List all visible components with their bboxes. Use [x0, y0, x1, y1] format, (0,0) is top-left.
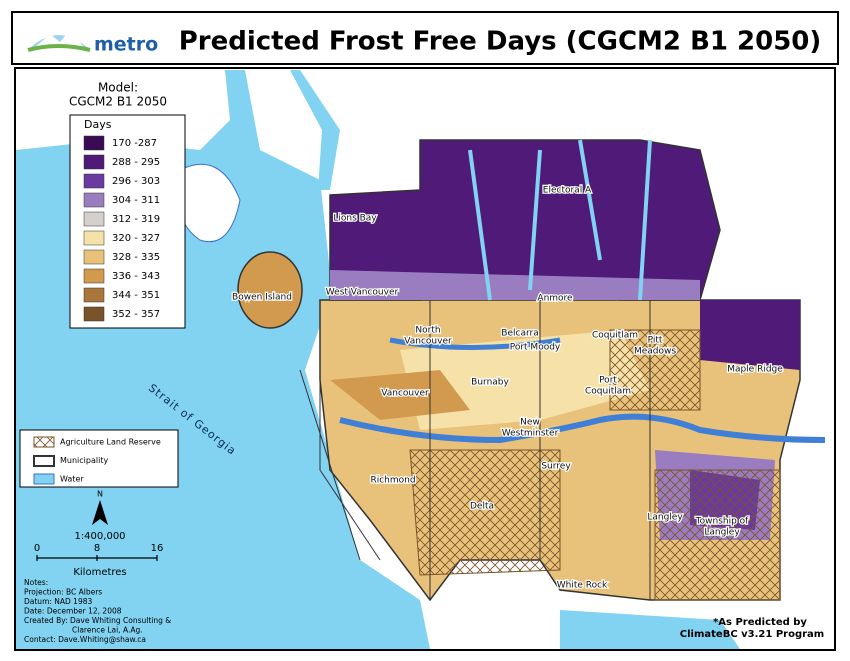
layer-legend-label: Municipality: [60, 456, 108, 465]
north-label: N: [97, 490, 103, 499]
scale-tick-label: 0: [34, 543, 40, 554]
place-label: Port: [599, 376, 617, 386]
scale-tick-label: 8: [94, 543, 100, 554]
legend-label: 336 - 343: [112, 271, 160, 282]
place-label: Langley: [647, 513, 683, 523]
place-label: Vancouver: [381, 389, 429, 399]
legend-swatch: [83, 306, 105, 322]
legend-swatch: [83, 135, 105, 151]
note-line: Clarence Lai, A.Ag.: [72, 626, 143, 635]
legend-label: 304 - 311: [112, 195, 160, 206]
place-label: Westminster: [502, 429, 559, 439]
legend-swatch: [83, 249, 105, 265]
legend-model: CGCM2 B1 2050: [69, 95, 167, 109]
layer-legend-label: Water: [60, 475, 84, 484]
legend-label: 312 - 319: [112, 214, 160, 225]
municipality-swatch: [33, 455, 55, 467]
scale-unit: Kilometres: [73, 567, 126, 578]
note-line: Notes:: [24, 578, 48, 587]
place-label: Electoral A: [543, 186, 592, 196]
legend-swatch: [83, 173, 105, 189]
place-label: Pitt: [648, 336, 663, 346]
place-label: Coquitlam: [592, 331, 638, 341]
legend-label: 328 - 335: [112, 252, 160, 263]
note-line: Created By: Dave Whiting Consulting &: [24, 616, 171, 625]
place-label: Maple Ridge: [727, 365, 783, 375]
place-label: Township of: [695, 517, 750, 527]
legend-days-title: Days: [84, 118, 112, 131]
water-swatch: [33, 473, 55, 485]
place-label: Anmore: [537, 294, 573, 304]
legend-label: 288 - 295: [112, 157, 160, 168]
place-label: Delta: [470, 502, 494, 512]
credit-line: ClimateBC v3.21 Program: [680, 629, 824, 640]
legend-label: 296 - 303: [112, 176, 160, 187]
alr-swatch: [33, 436, 55, 448]
note-line: Contact: Dave.Whiting@shaw.ca: [24, 635, 146, 644]
legend-label: 320 - 327: [112, 233, 160, 244]
credit-line: *As Predicted by: [713, 617, 807, 628]
place-label: Langley: [704, 528, 740, 538]
place-label: Surrey: [541, 462, 571, 472]
place-label: Port Moody: [510, 343, 561, 353]
legend-swatch: [83, 154, 105, 170]
place-label: Vancouver: [404, 337, 452, 347]
place-label: Coquitlam: [585, 387, 631, 397]
legend-label: 352 - 357: [112, 309, 160, 320]
legend-label: 344 - 351: [112, 290, 160, 301]
place-label: North: [415, 326, 440, 336]
legend-swatch: [83, 268, 105, 284]
note-line: Date: December 12, 2008: [24, 607, 122, 616]
scale-tick-label: 16: [151, 543, 164, 554]
scale-bar: [36, 555, 158, 561]
place-label: Meadows: [634, 347, 676, 357]
legend-swatch: [83, 211, 105, 227]
place-label: Bowen Island: [232, 293, 292, 303]
note-line: Projection: BC Albers: [24, 588, 102, 597]
header-frame: [11, 11, 839, 65]
legend-label: 170 -287: [112, 138, 157, 149]
layer-legend-label: Agriculture Land Reserve: [60, 438, 161, 447]
legend-swatch: [83, 192, 105, 208]
place-label: New: [520, 418, 540, 428]
logo-text: metro: [94, 34, 158, 56]
scale-ratio: 1:400,000: [74, 531, 125, 542]
place-label: Belcarra: [501, 329, 538, 339]
legend-swatch: [83, 287, 105, 303]
note-line: Datum: NAD 1983: [24, 597, 92, 606]
place-label: West Vancouver: [326, 288, 399, 298]
place-label: Richmond: [370, 476, 415, 486]
title: Predicted Frost Free Days (CGCM2 B1 2050…: [179, 27, 822, 57]
legend-swatch: [83, 230, 105, 246]
place-label: Burnaby: [471, 378, 509, 388]
place-label: White Rock: [557, 581, 608, 591]
place-label: Lions Bay: [333, 214, 377, 224]
legend-model-label: Model:: [98, 81, 138, 95]
north-arrow: [92, 500, 108, 525]
logo-mark: [27, 30, 91, 52]
